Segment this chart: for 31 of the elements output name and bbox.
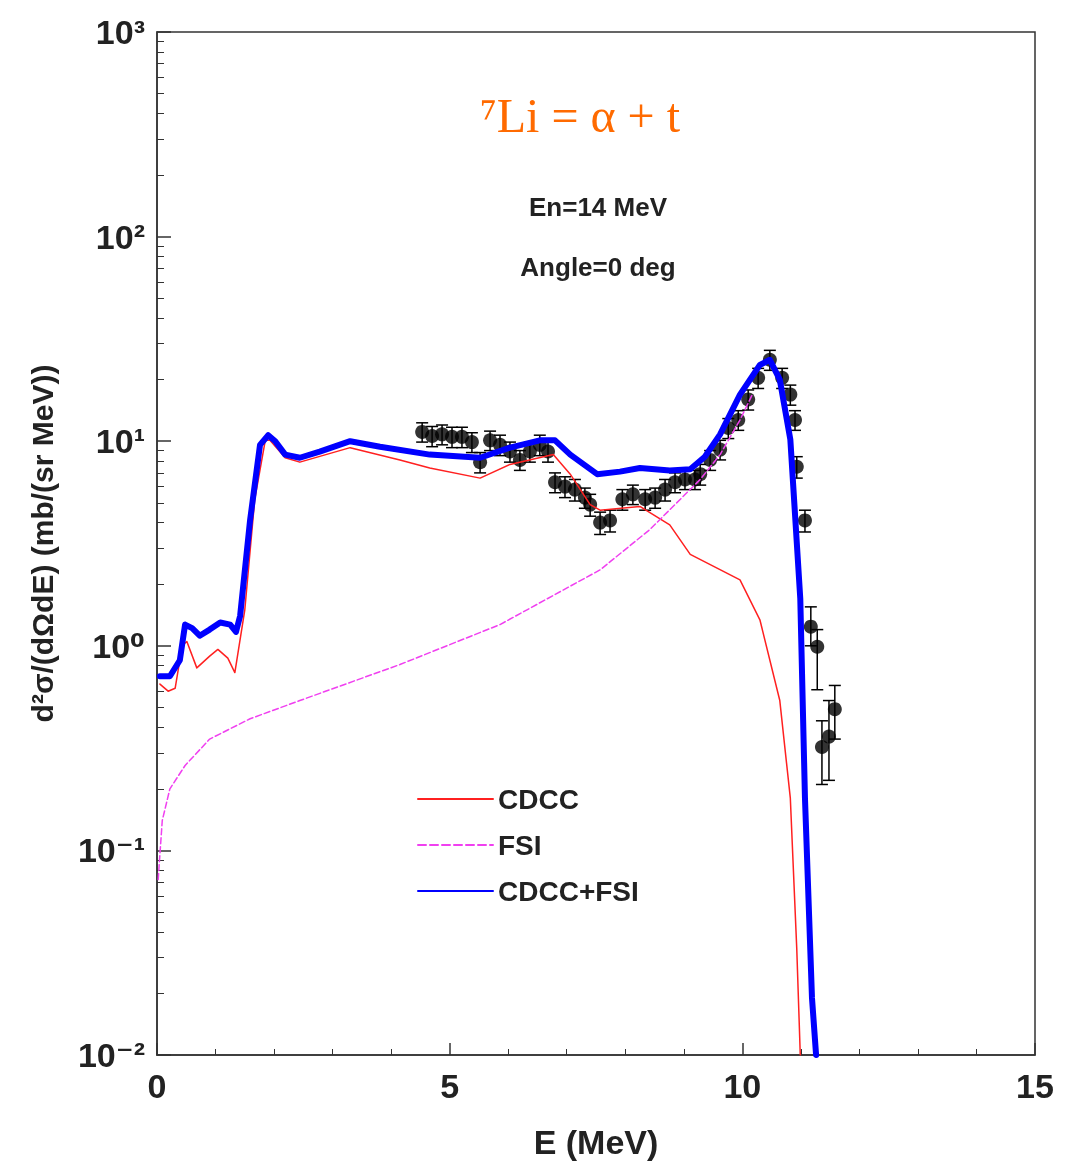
y-tick-label: 10⁻² xyxy=(77,1036,145,1074)
point xyxy=(625,487,640,502)
point xyxy=(821,729,836,744)
line-series xyxy=(157,393,754,881)
point xyxy=(603,513,618,528)
y-tick-label: 10² xyxy=(95,217,145,256)
legend-label: CDCC+FSI xyxy=(498,875,639,907)
y-axis-title: d²σ/(dΩdE) (mb/(sr MeV)) xyxy=(25,364,59,723)
point xyxy=(464,435,479,450)
point xyxy=(803,619,818,634)
point xyxy=(615,492,630,507)
y-tick-label: 10⁻¹ xyxy=(77,831,145,870)
point xyxy=(814,740,829,755)
annotation: Angle=0 deg xyxy=(520,252,676,282)
y-tick-label: 10³ xyxy=(95,13,145,51)
point xyxy=(658,482,673,497)
y-tick-label: 10⁰ xyxy=(92,626,145,665)
point xyxy=(827,702,842,717)
x-tick-label: 0 xyxy=(147,1067,167,1105)
annotation: ⁷Li = α + t xyxy=(479,88,681,142)
legend-label: CDCC xyxy=(498,783,579,815)
x-tick-label: 10 xyxy=(723,1067,762,1105)
legend-label: FSI xyxy=(498,829,542,861)
y-tick-label: 10¹ xyxy=(95,422,145,461)
point xyxy=(797,513,812,528)
annotation: En=14 MeV xyxy=(528,192,668,222)
point xyxy=(788,412,803,427)
x-axis-title: E (MeV) xyxy=(533,1123,659,1161)
point xyxy=(810,639,825,654)
x-tick-label: 5 xyxy=(440,1067,460,1105)
x-tick-label: 15 xyxy=(1016,1067,1054,1105)
